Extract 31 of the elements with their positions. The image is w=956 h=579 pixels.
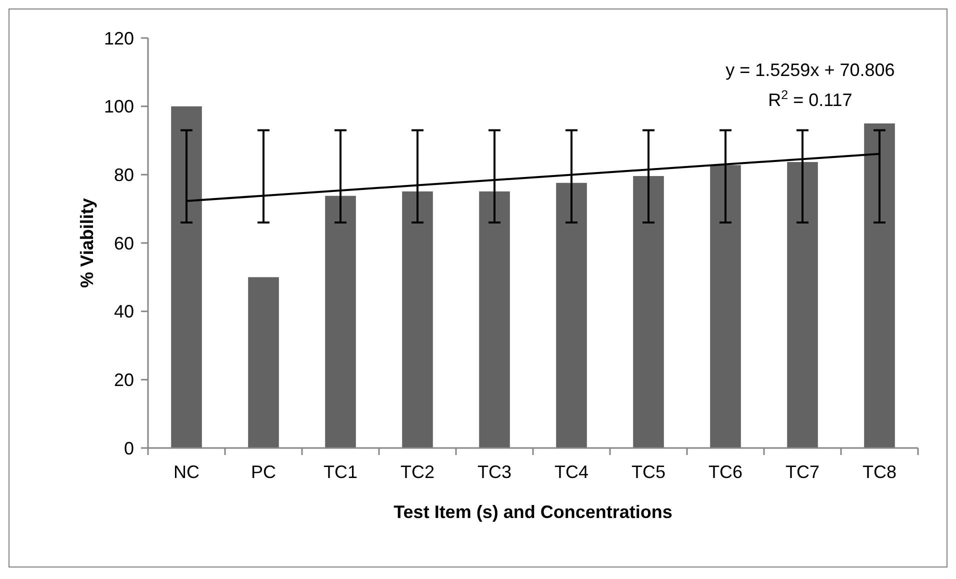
bar <box>556 182 587 448</box>
y-tick-label: 60 <box>114 233 134 254</box>
bar <box>325 196 356 448</box>
x-axis-title: Test Item (s) and Concentrations <box>394 502 672 522</box>
x-tick-label: TC6 <box>708 462 743 482</box>
bar <box>171 106 202 448</box>
bar <box>248 277 279 448</box>
annotation: R$^{2}$ = 0.117 <box>768 88 852 110</box>
bar <box>787 162 818 448</box>
x-tick-label: TC7 <box>785 462 820 482</box>
y-tick-label: 40 <box>114 302 134 322</box>
x-tick-label: NC <box>174 462 200 482</box>
x-tick-label: TC4 <box>554 462 589 482</box>
bar <box>402 191 433 448</box>
y-tick-label: 120 <box>104 28 134 48</box>
bar <box>864 123 895 448</box>
bar <box>710 165 741 448</box>
bar <box>633 176 664 448</box>
x-tick-label: TC8 <box>862 462 897 482</box>
x-tick-label: TC2 <box>400 462 435 482</box>
x-tick-label: PC <box>250 462 276 482</box>
bar <box>479 191 510 448</box>
x-tick-label: TC5 <box>631 462 666 482</box>
y-tick-label: 0 <box>124 438 134 458</box>
x-tick-label: TC1 <box>323 462 358 482</box>
y-tick-label: 80 <box>114 164 134 185</box>
x-tick-label: TC3 <box>477 462 512 482</box>
y-axis-title: % Viability <box>77 198 97 288</box>
y-tick-label: 100 <box>104 96 134 117</box>
y-tick-label: 20 <box>114 370 134 390</box>
annotation: y = 1.5259x + 70.806 <box>726 60 895 80</box>
